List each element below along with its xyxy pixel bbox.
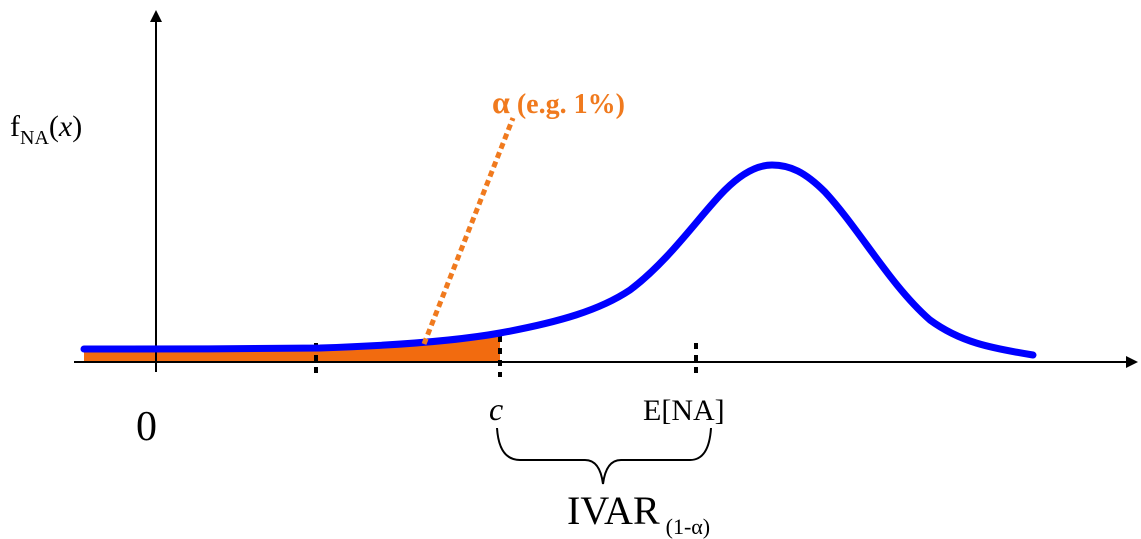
- ivar-label: IVAR (1-α): [567, 488, 710, 539]
- y-axis-label: fNA(x): [10, 110, 82, 149]
- zero-label: 0: [136, 404, 157, 450]
- alpha-label: α (e.g. 1%): [492, 84, 625, 120]
- alpha-tail-area: [84, 333, 500, 362]
- ivar-brace: [496, 427, 712, 485]
- alpha-pointer-line: [421, 117, 516, 345]
- density-curve: [80, 161, 1037, 359]
- c-label: c: [489, 391, 503, 427]
- mean-label: E[NA]: [643, 394, 725, 427]
